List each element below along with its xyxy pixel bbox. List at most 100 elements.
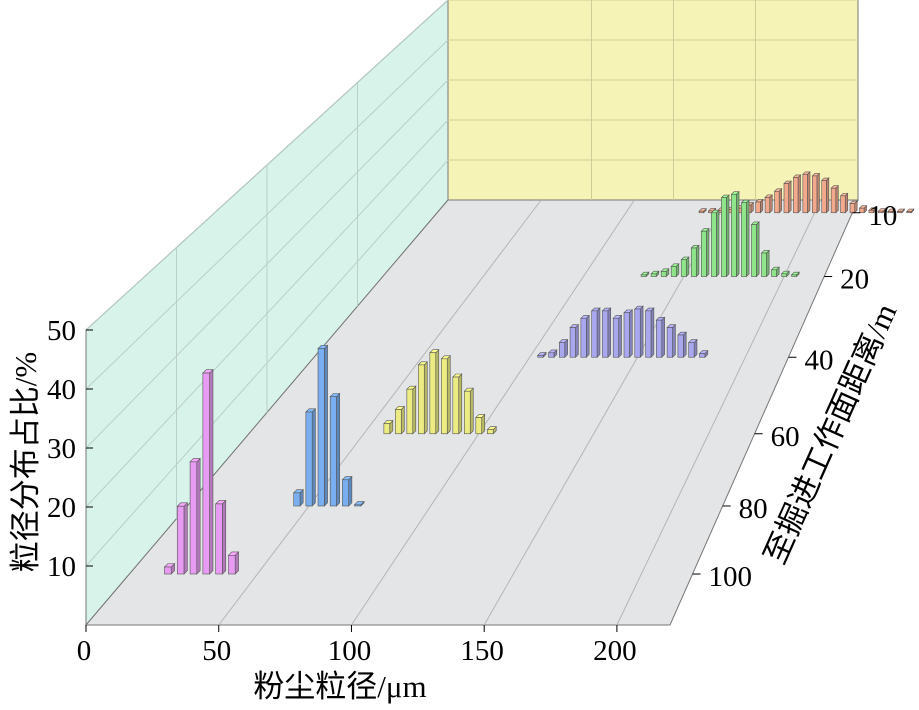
bar-60-95 xyxy=(463,387,474,435)
z-tick-label: 20 xyxy=(840,264,869,296)
bar-10-180 xyxy=(773,188,783,214)
bar-10-220 xyxy=(849,200,858,214)
bar-20-150 xyxy=(680,256,690,278)
floor-grid-line xyxy=(351,199,635,626)
back-wall xyxy=(447,0,859,201)
x-tick-label: 0 xyxy=(77,635,92,667)
bar-10-195 xyxy=(802,171,811,214)
y-tick-label: 10 xyxy=(47,551,76,583)
bar-40-150 xyxy=(634,305,644,358)
bar-80-60 xyxy=(329,392,341,507)
bar-20-190 xyxy=(760,249,770,278)
y-ticks: 10 20 30 40 50 xyxy=(47,315,93,583)
bar-60-80 xyxy=(429,348,440,435)
bar-60-60 xyxy=(383,419,394,435)
bar-60-85 xyxy=(440,355,451,435)
bar-10-215 xyxy=(839,192,849,214)
x-tick-label: 150 xyxy=(460,635,504,667)
bar-40-105 xyxy=(537,351,547,358)
bar-10-205 xyxy=(821,177,830,214)
x-tick-label: 200 xyxy=(593,635,637,667)
bar-60-90 xyxy=(452,373,463,435)
y-axis-title: 粒径分布占比/% xyxy=(8,352,43,572)
bar-10-225 xyxy=(858,204,868,214)
bar-60-105 xyxy=(486,425,497,435)
bar-100-15 xyxy=(163,562,176,575)
bar-10-175 xyxy=(764,194,773,214)
bar-10-235 xyxy=(877,208,887,214)
y-tick-label: 20 xyxy=(47,492,76,524)
y-tick-label: 40 xyxy=(47,374,76,406)
bar-100-20 xyxy=(176,502,189,575)
bar-10-250 xyxy=(905,208,915,214)
bar-10-185 xyxy=(783,180,792,214)
z-tick-label: 100 xyxy=(709,561,753,593)
bar-20-145 xyxy=(670,263,680,278)
bar-20-180 xyxy=(740,199,750,278)
bar-20-200 xyxy=(780,270,790,278)
bar-40-130 xyxy=(590,307,601,358)
bar-40-155 xyxy=(644,307,655,358)
bar-10-140 xyxy=(698,208,707,214)
bar-20-155 xyxy=(690,244,700,278)
bar-20-195 xyxy=(770,266,780,278)
bar-40-180 xyxy=(698,349,709,358)
bar-80-65 xyxy=(341,475,353,507)
bar-40-120 xyxy=(569,323,580,358)
bar-20-185 xyxy=(750,221,760,278)
z-tick-label: 80 xyxy=(739,493,768,525)
y-tick-label: 30 xyxy=(47,433,76,465)
bar-40-160 xyxy=(655,316,666,358)
bar-60-100 xyxy=(475,413,486,435)
bar-40-135 xyxy=(601,307,612,358)
bar-10-240 xyxy=(887,208,896,214)
floor-grid-line xyxy=(218,199,542,626)
bar-40-110 xyxy=(547,349,558,358)
bar-40-165 xyxy=(666,323,677,358)
bar-40-115 xyxy=(558,338,569,358)
bar-40-175 xyxy=(687,338,698,358)
bars-group xyxy=(163,171,915,575)
bar-20-130 xyxy=(640,271,650,278)
bar-10-190 xyxy=(792,174,802,214)
bar-60-70 xyxy=(406,385,417,435)
bar-80-70 xyxy=(353,500,365,507)
bar-20-165 xyxy=(710,209,720,278)
y-tick-label: 50 xyxy=(47,315,76,347)
bar-10-200 xyxy=(811,172,821,214)
grid-lines xyxy=(85,0,858,626)
bar-40-170 xyxy=(677,331,687,358)
z-tick-label: 60 xyxy=(771,421,800,453)
bar-100-25 xyxy=(189,457,201,575)
z-tick-label: 40 xyxy=(804,344,833,376)
bar-80-55 xyxy=(317,344,329,507)
bar-10-170 xyxy=(754,198,764,214)
bar-10-245 xyxy=(896,208,906,214)
bar-100-40 xyxy=(227,551,240,575)
x-tick-label: 50 xyxy=(202,635,231,667)
bar-100-30 xyxy=(202,368,214,575)
bar-40-145 xyxy=(623,309,634,358)
bar-60-65 xyxy=(394,405,406,435)
bar-80-50 xyxy=(305,408,317,507)
bar-80-45 xyxy=(292,488,304,507)
bar-100-35 xyxy=(214,499,227,575)
bar-10-210 xyxy=(830,184,840,214)
bar-60-75 xyxy=(417,361,428,435)
bar-40-140 xyxy=(612,314,623,358)
z-tick-label: 10 xyxy=(868,200,897,232)
floor-grid-line xyxy=(616,199,822,626)
bar-20-140 xyxy=(660,268,670,278)
bar-40-125 xyxy=(580,314,590,358)
bar-20-160 xyxy=(700,227,710,278)
x-ticks: 0 50 100 150 200 xyxy=(77,625,637,667)
bar-20-175 xyxy=(730,190,740,278)
bar-20-205 xyxy=(790,271,800,278)
bar-20-170 xyxy=(720,194,730,278)
x-tick-label: 100 xyxy=(328,635,372,667)
z-ticks: 10 20 40 60 80 100 xyxy=(692,200,897,593)
bar-20-135 xyxy=(650,270,660,278)
bar-10-230 xyxy=(868,207,877,214)
x-axis-title: 粉尘粒径/μm xyxy=(253,669,426,704)
